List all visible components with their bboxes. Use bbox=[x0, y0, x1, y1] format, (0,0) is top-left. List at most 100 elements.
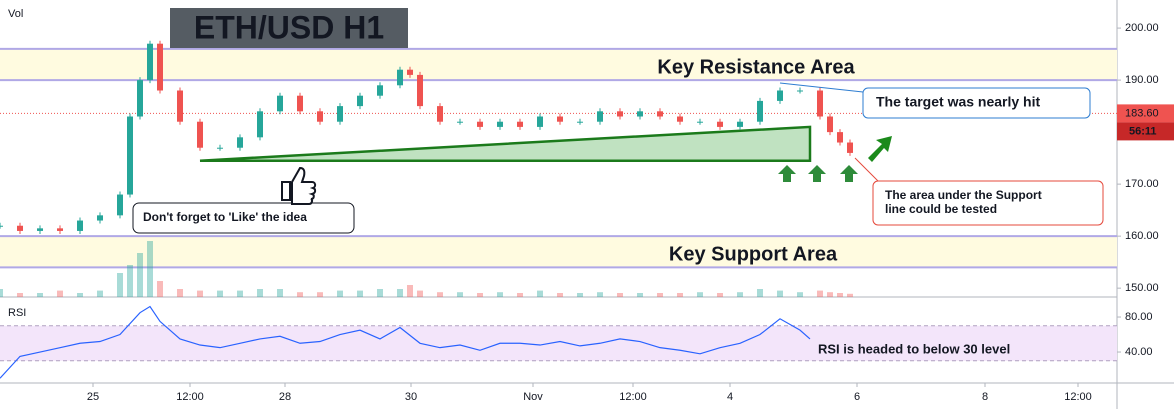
y-tick-label: 170.00 bbox=[1125, 178, 1159, 190]
last-price-box bbox=[1117, 104, 1174, 123]
support-area bbox=[199, 125, 812, 162]
volume-bar bbox=[217, 290, 223, 297]
volume-bar bbox=[457, 292, 463, 297]
chart-title: ETH/USD H1 bbox=[194, 9, 384, 45]
volume-bar bbox=[297, 292, 303, 297]
candle bbox=[127, 116, 133, 195]
volume-bar bbox=[797, 292, 803, 297]
big-arrow bbox=[868, 136, 892, 162]
x-tick-label: 28 bbox=[279, 391, 291, 403]
candle bbox=[717, 121, 723, 127]
volume-bar bbox=[277, 289, 283, 297]
volume-bar bbox=[137, 253, 143, 297]
resistance-band bbox=[0, 48, 1117, 81]
volume-bar bbox=[737, 292, 743, 297]
volume-bar bbox=[817, 290, 823, 297]
candle bbox=[577, 121, 583, 123]
volume-bar bbox=[127, 265, 133, 297]
volume-bar bbox=[357, 290, 363, 297]
candle bbox=[477, 121, 483, 127]
volume-bar bbox=[657, 293, 663, 297]
candle bbox=[677, 116, 683, 122]
y-tick-label: 200.00 bbox=[1125, 22, 1159, 34]
support-band bbox=[0, 236, 1117, 268]
volume-bar bbox=[37, 293, 43, 297]
volume-bar bbox=[257, 289, 263, 297]
candle bbox=[757, 100, 763, 122]
volume-bar bbox=[397, 289, 403, 297]
x-tick-label: 25 bbox=[87, 391, 99, 403]
thumb bbox=[281, 166, 317, 205]
candle bbox=[257, 111, 263, 138]
rsi-tick-label: 80.00 bbox=[1125, 311, 1153, 323]
rsi-band bbox=[0, 325, 1117, 361]
like-box bbox=[132, 202, 355, 234]
y-tick-label: 160.00 bbox=[1125, 230, 1159, 242]
candle bbox=[437, 106, 443, 122]
candle bbox=[297, 95, 303, 112]
volume-bar bbox=[0, 289, 3, 297]
candle bbox=[237, 137, 243, 148]
volume-bar bbox=[757, 289, 763, 297]
countdown-label: 56:11 bbox=[1129, 125, 1157, 137]
candle bbox=[397, 69, 403, 86]
title-box bbox=[170, 8, 408, 48]
candle bbox=[847, 142, 853, 153]
candle bbox=[37, 228, 43, 231]
volume-bar bbox=[847, 293, 853, 297]
candle bbox=[537, 116, 543, 127]
up-arrow bbox=[778, 165, 796, 182]
target-pointer bbox=[779, 82, 864, 93]
area-pointer bbox=[854, 157, 881, 184]
volume-bar bbox=[377, 289, 383, 297]
rsi-tick-label: 40.00 bbox=[1125, 346, 1153, 358]
last-price-label: 183.60 bbox=[1125, 107, 1159, 119]
volume-bar bbox=[597, 292, 603, 297]
volume-bar bbox=[147, 241, 153, 297]
volume-label: Vol bbox=[8, 8, 23, 20]
volume-bar bbox=[837, 293, 843, 297]
volume-bar bbox=[477, 293, 483, 297]
volume-bar bbox=[827, 292, 833, 297]
candle bbox=[277, 95, 283, 112]
like-label: Don't forget to 'Like' the idea bbox=[143, 210, 307, 224]
x-tick-label: 12:00 bbox=[176, 391, 204, 403]
candle bbox=[497, 121, 503, 127]
area-label: The area under the Support bbox=[885, 188, 1042, 202]
volume-bar bbox=[637, 293, 643, 297]
candle bbox=[117, 194, 123, 216]
volume-bar bbox=[337, 290, 343, 297]
volume-bar bbox=[117, 273, 123, 297]
candle bbox=[827, 116, 833, 133]
volume-bar bbox=[17, 293, 23, 297]
candle bbox=[837, 132, 843, 143]
volume-bar bbox=[577, 293, 583, 297]
x-tick-label: 4 bbox=[727, 391, 733, 403]
candle bbox=[697, 121, 703, 123]
candle bbox=[777, 90, 783, 101]
candle bbox=[157, 43, 163, 91]
candle bbox=[337, 106, 343, 122]
candle bbox=[457, 121, 463, 123]
volume-bar bbox=[537, 290, 543, 297]
volume-bar bbox=[197, 290, 203, 297]
up-arrow bbox=[840, 165, 858, 182]
candle bbox=[317, 111, 323, 122]
candle bbox=[217, 147, 223, 149]
rsi-annotation: RSI is headed to below 30 level bbox=[818, 341, 1010, 356]
volume-bar bbox=[237, 290, 243, 297]
x-tick-label: 6 bbox=[854, 391, 860, 403]
candle bbox=[137, 80, 143, 117]
candle bbox=[0, 225, 3, 227]
rsi-label: RSI bbox=[8, 307, 26, 319]
candle bbox=[177, 90, 183, 122]
candle bbox=[17, 225, 23, 231]
target-box bbox=[862, 87, 1091, 119]
area-label: line could be tested bbox=[885, 202, 997, 216]
candle bbox=[357, 95, 363, 107]
candle bbox=[377, 85, 383, 96]
volume-bar bbox=[517, 293, 523, 297]
candle bbox=[557, 116, 563, 122]
target-label: The target was nearly hit bbox=[876, 94, 1040, 110]
candle bbox=[617, 111, 623, 117]
